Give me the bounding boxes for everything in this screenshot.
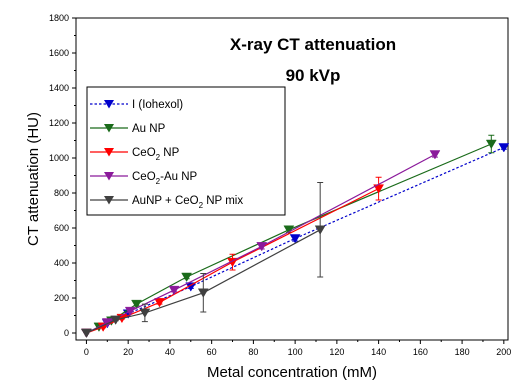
data-point (80, 328, 92, 338)
x-tick-label: 160 (413, 347, 428, 357)
legend-label: I (Iohexol) (132, 99, 183, 111)
legend-swatch-marker (104, 148, 114, 157)
x-tick-label: 100 (288, 347, 303, 357)
y-tick-label: 0 (64, 328, 69, 338)
y-tick-label: 200 (54, 293, 69, 303)
legend-swatch-marker (104, 124, 114, 133)
data-point (197, 288, 209, 298)
legend-swatch-marker (104, 196, 114, 205)
data-point (289, 234, 301, 244)
data-point (498, 143, 510, 153)
data-point (124, 306, 136, 317)
x-tick-label: 60 (207, 347, 217, 357)
y-tick-label: 1000 (49, 153, 69, 163)
axes: 0 20 40 60 80 100 120 140 160 180 200 0 200 400 600 800… (49, 13, 511, 357)
x-tick-label: 140 (371, 347, 386, 357)
data-point (256, 242, 268, 252)
x-tick-label: 200 (496, 347, 511, 357)
x-tick-label: 80 (248, 347, 258, 357)
x-tick-label: 180 (455, 347, 470, 357)
legend-item: I (Iohexol) (90, 99, 183, 111)
legend-item: CeO2 NP (90, 147, 180, 162)
y-tick-label: 1400 (49, 83, 69, 93)
y-tick-label: 600 (54, 223, 69, 233)
legend-label: Au NP (132, 123, 166, 135)
series-line (86, 153, 436, 334)
y-tick-label: 1600 (49, 48, 69, 58)
x-tick-label: 40 (165, 347, 175, 357)
data-point (139, 308, 151, 318)
x-tick-label: 20 (123, 347, 133, 357)
x-tick-label: 120 (329, 347, 344, 357)
data-point (314, 225, 326, 235)
y-axis-label: CT attenuation (HU) (25, 112, 42, 246)
legend-label: AuNP + CeO2 NP mix (132, 195, 243, 210)
legend-item: Au NP (90, 123, 166, 135)
legend-label: CeO2-Au NP (132, 171, 198, 186)
data-point (168, 285, 180, 296)
y-tick-label: 800 (54, 188, 69, 198)
legend-swatch-marker (104, 100, 114, 109)
chart-title: X-ray CT attenuation (230, 35, 396, 54)
legend-box (86, 86, 286, 216)
y-tick-label: 1200 (49, 118, 69, 128)
data-point (131, 299, 142, 310)
x-axis-label: Metal concentration (mM) (207, 364, 377, 381)
legend-swatch-marker (104, 172, 114, 181)
data-point (485, 139, 497, 149)
data-point (154, 298, 165, 308)
data-point (181, 272, 193, 282)
series-4 (80, 182, 326, 338)
legend: I (Iohexol) Au NP CeO2 NP CeO2-Au NP AuNP + … (86, 86, 286, 216)
data-series (80, 134, 510, 338)
legend-item: AuNP + CeO2 NP mix (90, 195, 243, 210)
plot-area-frame (75, 17, 509, 341)
y-tick-label: 400 (54, 258, 69, 268)
x-tick-label: 0 (84, 347, 89, 357)
data-point (110, 315, 122, 325)
data-point (429, 150, 441, 160)
chart-subtitle: 90 kVp (286, 66, 341, 85)
y-tick-label: 1800 (49, 13, 69, 23)
legend-item: CeO2-Au NP (90, 171, 198, 186)
legend-label: CeO2 NP (132, 147, 180, 162)
